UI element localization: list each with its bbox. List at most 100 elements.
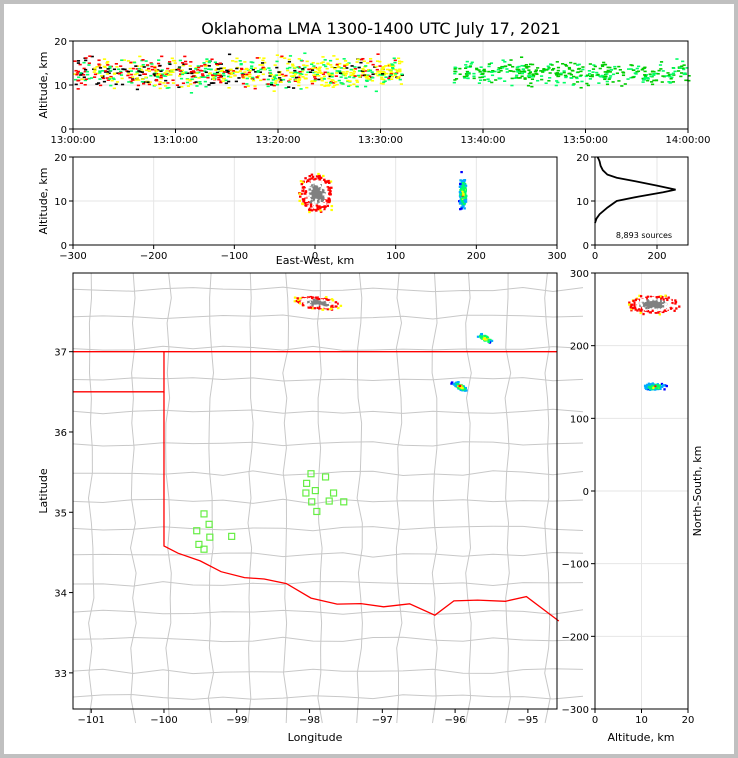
source-point [478,71,482,73]
source-point [272,76,277,78]
density-cell [645,308,648,311]
source-point [193,71,197,74]
density-cell [318,196,321,199]
density-cell [660,385,663,389]
source-point [648,73,652,76]
lma-station [311,486,319,495]
source-point [107,72,111,75]
figure-frame: Oklahoma LMA 1300-1400 UTC July 17, 2021… [4,4,734,754]
source-point [490,81,494,84]
source-point [135,68,139,70]
density-cell [317,188,320,192]
source-point [277,78,281,81]
source-point [351,69,356,71]
density-cell [649,299,653,303]
density-cell [306,191,309,194]
source-point [540,78,544,81]
density-cell [327,179,330,183]
source-point [483,70,487,73]
source-point [515,74,519,77]
source-point [685,67,689,69]
density-cell [293,300,297,303]
source-point [97,59,101,62]
source-point [361,71,365,74]
source-point [611,73,616,76]
density-cell [317,184,321,187]
source-point [533,70,538,73]
source-point [526,84,531,87]
density-cell [301,296,305,300]
density-cell [310,187,313,190]
source-point [297,81,301,84]
source-point [211,74,215,77]
source-point [180,86,184,88]
source-point [231,70,235,72]
source-point [234,80,238,83]
density-cell [643,298,647,301]
source-point [561,62,565,65]
source-point [472,77,476,80]
source-point [293,66,297,69]
source-point [134,65,138,67]
source-point [102,58,107,60]
source-point [299,88,303,90]
source-point [203,65,208,67]
density-cell [309,204,312,208]
source-point [528,74,532,77]
source-point [207,61,211,64]
density-cell [323,208,326,211]
source-point [179,73,183,75]
source-point [285,67,290,70]
density-cell [658,313,661,316]
source-point [115,66,119,68]
density-cell [319,209,322,212]
density-cell [649,301,653,304]
source-point [225,69,229,72]
source-point [387,78,391,81]
source-point [175,84,180,87]
source-point [330,72,334,75]
source-point [267,67,271,69]
lma-station [200,510,208,518]
density-cell [313,298,316,301]
source-point [562,81,566,84]
source-point [203,67,208,70]
source-point [361,68,365,70]
source-point [117,68,121,71]
source-point [499,67,503,70]
source-point [644,75,648,78]
source-point [233,74,237,77]
density-cell [307,298,311,301]
source-point [188,79,192,82]
density-cell [648,383,651,387]
source-point [313,77,318,80]
source-point [318,69,322,72]
source-point [288,78,292,81]
source-point [469,63,473,65]
histogram-tick-label: 200 [647,251,666,262]
source-point [463,77,467,79]
source-point [550,64,554,66]
source-point [335,83,339,86]
source-point [256,70,260,72]
density-cell [634,298,637,302]
source-point [617,80,621,82]
source-point [155,73,160,75]
source-point [615,72,619,75]
source-point [353,68,357,70]
density-cell [315,192,318,195]
source-point [93,69,97,72]
density-cell [643,299,646,302]
source-point [155,74,159,76]
density-cell [648,306,651,309]
density-cell [636,299,640,302]
source-point [142,66,146,68]
source-point [668,82,672,84]
source-point [528,71,532,74]
source-point [569,77,573,79]
source-point [117,72,121,75]
source-point [480,76,485,78]
source-point [98,70,102,73]
source-point [167,62,171,65]
